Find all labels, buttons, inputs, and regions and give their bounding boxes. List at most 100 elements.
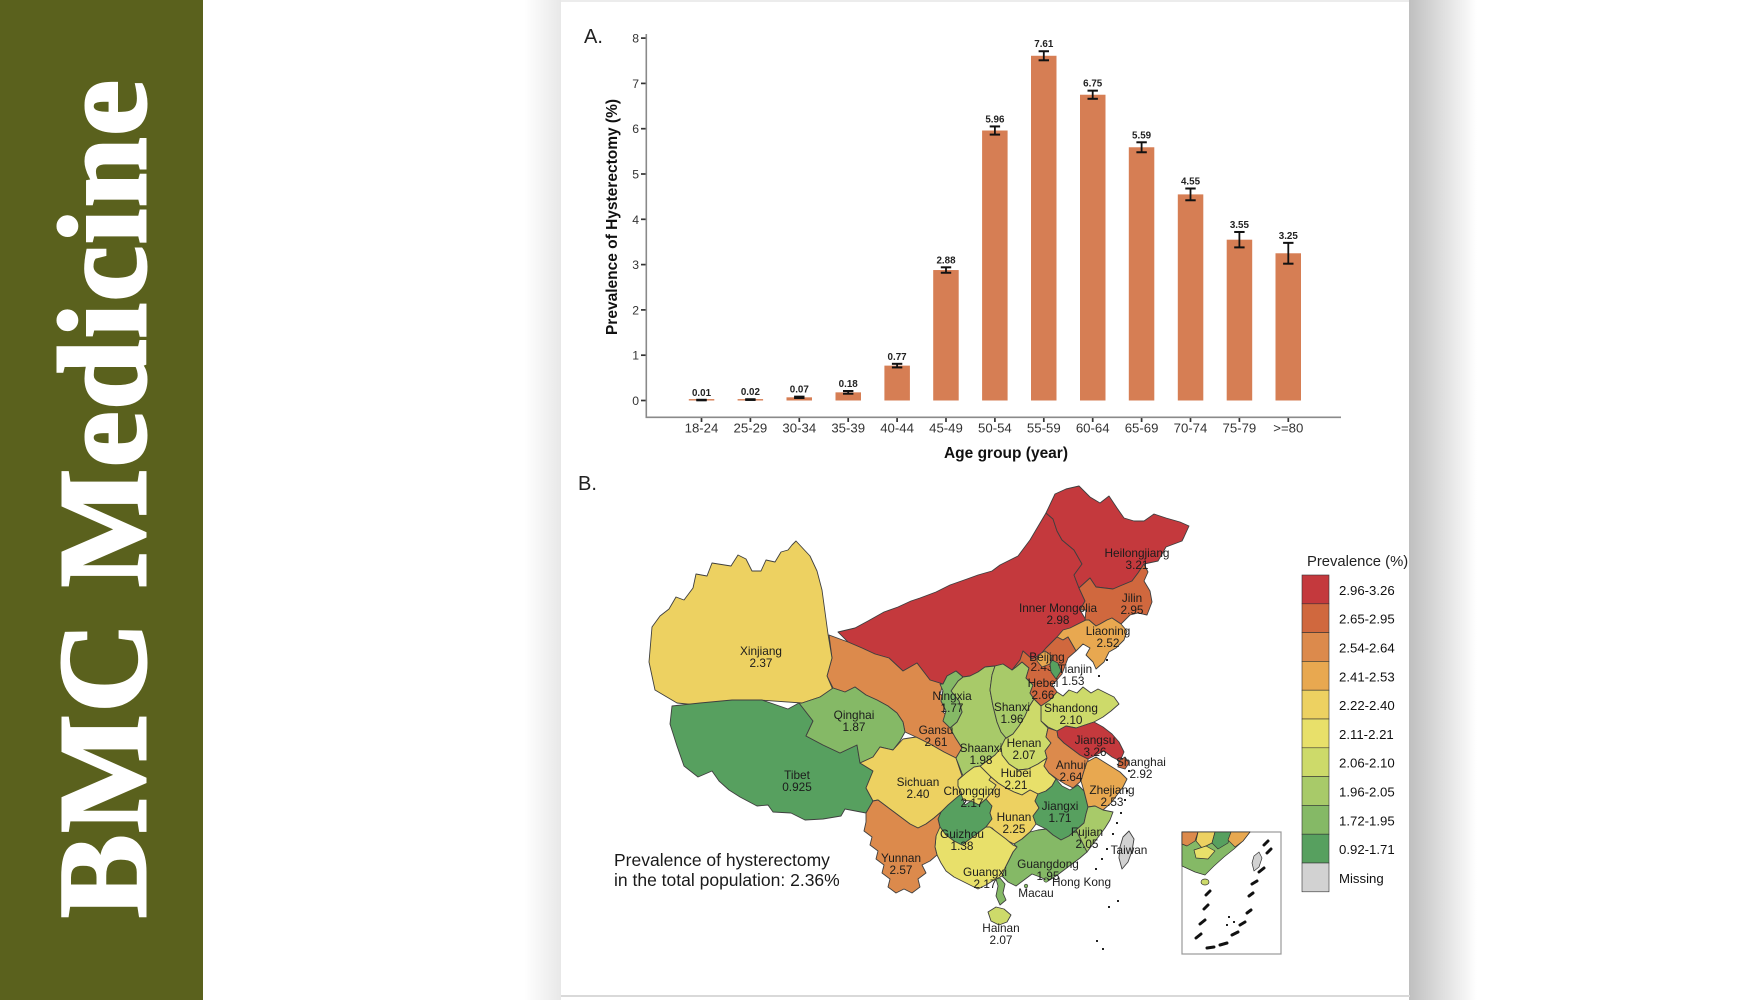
svg-text:Sichuan: Sichuan — [897, 775, 940, 789]
svg-text:Hainan: Hainan — [982, 921, 1019, 935]
svg-text:Jiangxi: Jiangxi — [1042, 799, 1079, 813]
svg-text:Chongqing: Chongqing — [943, 784, 1000, 798]
svg-text:Missing: Missing — [1339, 871, 1384, 886]
svg-text:Age group (year): Age group (year) — [944, 445, 1068, 462]
svg-text:55-59: 55-59 — [1027, 421, 1061, 436]
svg-text:65-69: 65-69 — [1125, 421, 1159, 436]
svg-text:Macau: Macau — [1018, 886, 1053, 900]
svg-text:Jiangsu: Jiangsu — [1075, 733, 1116, 747]
svg-text:Qinghai: Qinghai — [834, 708, 875, 722]
svg-text:Hong Kong: Hong Kong — [1052, 875, 1111, 889]
svg-text:3.55: 3.55 — [1230, 220, 1250, 231]
svg-text:30-34: 30-34 — [782, 421, 816, 436]
svg-text:25-29: 25-29 — [734, 421, 768, 436]
svg-text:6: 6 — [632, 122, 639, 136]
svg-text:Xinjiang: Xinjiang — [740, 644, 782, 658]
svg-text:Shaanxi: Shaanxi — [960, 741, 1003, 755]
svg-text:Henan: Henan — [1007, 736, 1042, 750]
svg-text:2.96-3.26: 2.96-3.26 — [1339, 583, 1395, 598]
svg-text:1.53: 1.53 — [1062, 674, 1085, 688]
svg-text:Heilongjiang: Heilongjiang — [1105, 546, 1170, 560]
svg-text:Ningxia: Ningxia — [932, 689, 972, 703]
svg-text:2.07: 2.07 — [1013, 748, 1036, 762]
svg-text:1.72-1.95: 1.72-1.95 — [1339, 813, 1395, 828]
svg-text:0.02: 0.02 — [741, 387, 761, 398]
svg-text:40-44: 40-44 — [880, 421, 914, 436]
svg-text:Shandong: Shandong — [1044, 701, 1098, 715]
svg-text:5: 5 — [632, 168, 639, 182]
svg-text:1: 1 — [632, 349, 639, 363]
svg-text:Hubei: Hubei — [1001, 766, 1032, 780]
svg-text:B.: B. — [578, 473, 597, 495]
svg-text:2.61: 2.61 — [925, 735, 948, 749]
svg-text:6.75: 6.75 — [1083, 79, 1103, 90]
svg-text:75-79: 75-79 — [1223, 421, 1257, 436]
svg-text:0.01: 0.01 — [692, 388, 712, 399]
svg-text:60-64: 60-64 — [1076, 421, 1110, 436]
svg-text:Fujian: Fujian — [1071, 825, 1103, 839]
svg-text:3: 3 — [632, 258, 639, 272]
svg-text:2: 2 — [632, 303, 639, 317]
svg-text:Beijing: Beijing — [1029, 650, 1064, 664]
svg-text:18-24: 18-24 — [685, 421, 719, 436]
svg-text:2.57: 2.57 — [890, 863, 913, 877]
svg-text:2.88: 2.88 — [936, 255, 956, 266]
svg-text:0.925: 0.925 — [782, 780, 812, 794]
svg-text:Shanghai: Shanghai — [1116, 755, 1166, 769]
svg-text:1.96: 1.96 — [1001, 712, 1024, 726]
svg-text:Yunnan: Yunnan — [881, 851, 921, 865]
svg-text:Guangxi: Guangxi — [963, 865, 1007, 879]
svg-text:1.87: 1.87 — [843, 720, 866, 734]
svg-text:0.18: 0.18 — [839, 379, 859, 390]
svg-text:Prevalence of Hysterectomy (%): Prevalence of Hysterectomy (%) — [604, 99, 621, 335]
svg-text:2.37: 2.37 — [750, 656, 773, 670]
svg-text:Anhui: Anhui — [1056, 758, 1086, 772]
svg-text:2.11-2.21: 2.11-2.21 — [1339, 727, 1394, 742]
svg-text:2.41-2.53: 2.41-2.53 — [1339, 669, 1395, 684]
svg-text:Prevalence (%): Prevalence (%) — [1307, 554, 1408, 570]
svg-text:2.95: 2.95 — [1121, 603, 1144, 617]
svg-text:0.07: 0.07 — [790, 385, 810, 396]
svg-text:2.25: 2.25 — [1003, 822, 1026, 836]
svg-text:1.77: 1.77 — [941, 701, 964, 715]
svg-text:0.92-1.71: 0.92-1.71 — [1339, 842, 1395, 857]
svg-text:45-49: 45-49 — [929, 421, 963, 436]
svg-text:Taiwan: Taiwan — [1111, 843, 1148, 857]
svg-text:2.66: 2.66 — [1032, 688, 1055, 702]
svg-text:2.54-2.64: 2.54-2.64 — [1339, 641, 1395, 656]
svg-text:Prevalence of hysterectomy: Prevalence of hysterectomy — [614, 850, 830, 870]
svg-text:2.53: 2.53 — [1101, 795, 1124, 809]
svg-text:4.55: 4.55 — [1181, 177, 1201, 188]
svg-text:1.71: 1.71 — [1049, 811, 1072, 825]
svg-text:2.21: 2.21 — [1005, 778, 1028, 792]
svg-text:2.06-2.10: 2.06-2.10 — [1339, 756, 1395, 771]
svg-text:3.21: 3.21 — [1126, 558, 1149, 572]
svg-text:in the total population: 2.36%: in the total population: 2.36% — [614, 870, 840, 890]
svg-text:Tianjin: Tianjin — [1058, 662, 1092, 676]
svg-text:7.61: 7.61 — [1034, 39, 1054, 50]
svg-text:0: 0 — [632, 394, 639, 408]
svg-text:Hunan: Hunan — [997, 810, 1032, 824]
svg-text:2.64: 2.64 — [1060, 770, 1083, 784]
svg-text:Hebei: Hebei — [1028, 676, 1059, 690]
svg-text:3.26: 3.26 — [1084, 745, 1107, 759]
svg-text:8: 8 — [632, 32, 639, 46]
svg-text:2.22-2.40: 2.22-2.40 — [1339, 698, 1395, 713]
svg-text:2.17: 2.17 — [974, 877, 997, 891]
svg-text:2.10: 2.10 — [1060, 713, 1083, 727]
svg-text:2.07: 2.07 — [990, 933, 1013, 947]
svg-text:1.98: 1.98 — [970, 753, 993, 767]
svg-text:Jilin: Jilin — [1122, 591, 1142, 605]
svg-text:2.05: 2.05 — [1076, 837, 1099, 851]
svg-text:4: 4 — [632, 213, 639, 227]
svg-text:Shanxi: Shanxi — [994, 700, 1030, 714]
svg-text:5.59: 5.59 — [1132, 130, 1152, 141]
svg-text:Zhejiang: Zhejiang — [1089, 783, 1134, 797]
svg-text:1.95: 1.95 — [1037, 869, 1060, 883]
svg-text:7: 7 — [632, 77, 639, 91]
svg-text:70-74: 70-74 — [1174, 421, 1208, 436]
svg-text:3.25: 3.25 — [1279, 231, 1299, 242]
svg-text:2.92: 2.92 — [1130, 767, 1153, 781]
svg-text:Inner Mongolia: Inner Mongolia — [1019, 601, 1097, 615]
svg-text:Gansu: Gansu — [919, 723, 954, 737]
